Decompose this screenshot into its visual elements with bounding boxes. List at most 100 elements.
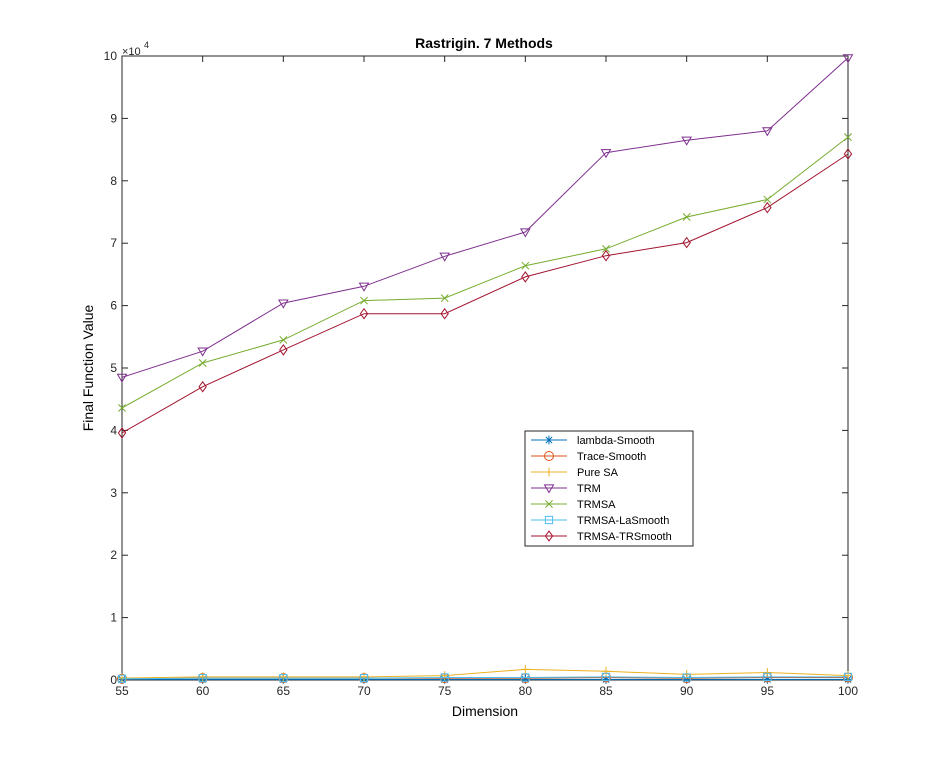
series-line-pure-sa xyxy=(121,668,849,679)
x-tick-label: 100 xyxy=(838,684,858,698)
plot-frame xyxy=(121,55,849,681)
data-point-trmsa xyxy=(682,213,691,221)
y-tick-label: 3 xyxy=(110,486,117,500)
x-tick-label: 70 xyxy=(357,684,371,698)
data-point-trmsa-lasmooth xyxy=(279,674,288,683)
data-point-trmsa-trsmooth xyxy=(440,307,449,320)
legend-label: TRMSA-LaSmooth xyxy=(577,515,669,527)
data-point-lambda-smooth xyxy=(601,674,611,684)
data-point-pure-sa xyxy=(601,666,611,676)
data-point-trm xyxy=(681,136,693,146)
legend-entry-trace-smooth: Trace-Smooth xyxy=(531,451,646,463)
x-tick-label: 60 xyxy=(196,684,210,698)
y-tick-label: 1 xyxy=(110,611,117,625)
data-point-trmsa xyxy=(118,403,126,412)
series-trmsa xyxy=(118,133,852,412)
y-tick-label: 7 xyxy=(110,236,117,250)
data-point-trmsa xyxy=(198,359,207,367)
legend-marker xyxy=(544,467,554,477)
legend-label: lambda-Smooth xyxy=(577,435,655,447)
series-line-trmsa-trsmooth xyxy=(121,153,849,434)
x-tick-label: 55 xyxy=(115,684,129,698)
data-point-trmsa-trsmooth xyxy=(601,249,611,262)
y-exponent-power: 4 xyxy=(144,40,149,50)
data-point-trmsa-lasmooth xyxy=(440,673,449,682)
legend-label: TRMSA xyxy=(577,499,616,511)
data-point-trmsa-trsmooth xyxy=(198,380,207,393)
series-trm xyxy=(116,54,854,383)
data-point-trmsa-lasmooth xyxy=(198,674,207,683)
legend-entry-trmsa-trsmooth: TRMSA-TRSmooth xyxy=(531,530,672,543)
x-axis-ticks: 55 60 65 70 75 80 85 90 95 100 xyxy=(115,56,858,698)
data-point-trmsa-lasmooth xyxy=(359,674,369,683)
data-point-trm xyxy=(116,373,128,383)
data-point-trmsa-lasmooth xyxy=(682,673,691,682)
legend-marker xyxy=(543,484,555,494)
x-axis-label: Dimension xyxy=(452,703,518,719)
x-tick-label: 75 xyxy=(438,684,452,698)
x-tick-label: 80 xyxy=(519,684,533,698)
data-point-trmsa-lasmooth xyxy=(521,673,530,682)
series-trmsa-trsmooth xyxy=(117,148,853,439)
y-exponent-base: ×10 xyxy=(122,46,141,58)
series-trmsa-lasmooth xyxy=(117,672,853,683)
legend-marker xyxy=(545,500,553,508)
y-tick-label: 8 xyxy=(110,174,117,188)
data-point-lambda-smooth xyxy=(762,674,772,684)
legend-marker xyxy=(544,515,554,525)
x-tick-label: 85 xyxy=(599,684,613,698)
x-tick-label: 90 xyxy=(680,684,694,698)
y-tick-label: 9 xyxy=(110,111,117,125)
legend-entry-trmsa-lasmooth: TRMSA-LaSmooth xyxy=(531,515,669,527)
data-point-trmsa-trsmooth xyxy=(763,201,772,214)
data-point-trm xyxy=(519,228,531,238)
data-point-trmsa-trsmooth xyxy=(843,148,853,160)
data-point-pure-sa xyxy=(198,672,208,682)
legend-label: TRM xyxy=(577,483,601,495)
series-layer xyxy=(116,54,854,684)
data-point-trmsa-lasmooth xyxy=(601,672,611,681)
y-tick-label: 6 xyxy=(110,299,117,313)
data-point-trmsa xyxy=(602,244,610,253)
legend-entry-trm: TRM xyxy=(531,483,601,495)
legend: lambda-Smooth Trace-Smooth Pure SA TRM TRMSA… xyxy=(524,430,694,547)
series-line-trmsa-lasmooth xyxy=(121,676,848,680)
data-point-trmsa-lasmooth xyxy=(117,674,127,683)
data-point-pure-sa xyxy=(843,671,853,681)
data-point-trmsa xyxy=(763,195,772,204)
data-point-pure-sa xyxy=(520,664,530,674)
data-point-trmsa-trsmooth xyxy=(117,427,127,439)
data-point-trmsa xyxy=(844,133,852,142)
y-axis-ticks: 0 1 2 3 4 5 6 7 8 9 10 xyxy=(104,49,848,687)
chart-title: Rastrigin. 7 Methods xyxy=(415,35,553,51)
y-tick-label: 2 xyxy=(110,548,117,562)
legend-entry-pure-sa: Pure SA xyxy=(531,467,619,479)
legend-marker xyxy=(544,435,554,445)
data-point-trm xyxy=(358,282,370,292)
legend-label: TRMSA-TRSmooth xyxy=(577,531,672,543)
y-tick-label: 5 xyxy=(110,361,117,375)
y-tick-label: 0 xyxy=(110,673,117,687)
data-point-pure-sa xyxy=(359,672,369,682)
x-tick-label: 95 xyxy=(761,684,775,698)
data-point-trmsa xyxy=(360,296,368,305)
data-point-trm xyxy=(600,149,612,159)
legend-marker xyxy=(544,530,554,542)
y-axis-label: Final Function Value xyxy=(80,304,96,431)
data-point-trm xyxy=(439,252,451,262)
data-point-trm xyxy=(277,299,289,309)
data-point-trmsa-trsmooth xyxy=(359,307,369,320)
data-point-trmsa xyxy=(440,294,449,303)
data-point-lambda-smooth xyxy=(682,674,692,684)
legend-label: Trace-Smooth xyxy=(577,451,646,463)
data-point-trmsa xyxy=(521,261,530,270)
data-point-trmsa-trsmooth xyxy=(521,271,530,283)
data-point-trm xyxy=(842,54,854,64)
data-point-trmsa xyxy=(279,335,288,344)
data-point-pure-sa xyxy=(278,672,288,682)
data-point-trm xyxy=(761,127,773,137)
y-axis-exponent: ×10 4 xyxy=(122,40,149,58)
legend-entry-trmsa: TRMSA xyxy=(531,499,616,511)
